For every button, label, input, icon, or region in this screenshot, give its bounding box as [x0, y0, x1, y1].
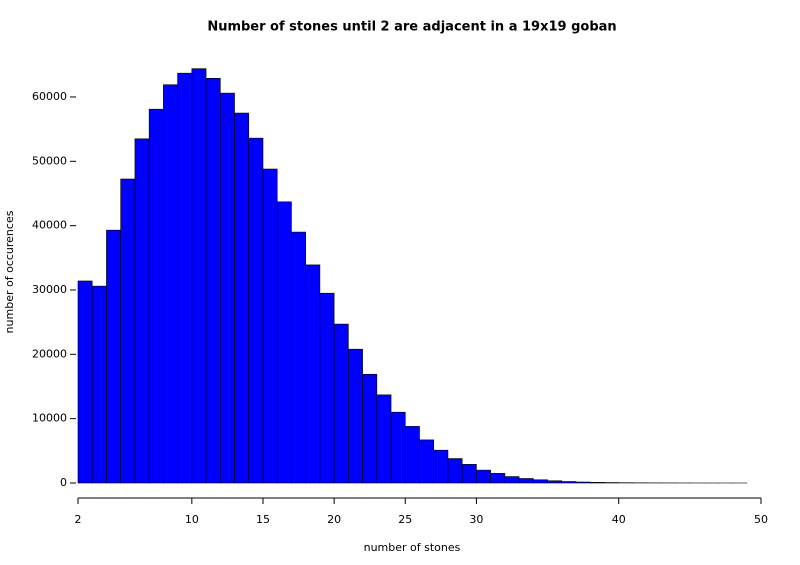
bar [291, 231, 306, 484]
bar [276, 201, 292, 484]
bar [163, 84, 178, 484]
bar [404, 426, 420, 484]
bar [319, 292, 335, 484]
bar [177, 72, 193, 484]
x-tick-label: 15 [256, 513, 270, 526]
bar [518, 478, 534, 484]
y-tick-label: 40000 [32, 219, 67, 232]
bar [561, 481, 577, 484]
bar [461, 464, 477, 484]
bar [362, 373, 378, 484]
y-tick-label: 20000 [32, 347, 67, 360]
bar [419, 439, 435, 484]
bar [262, 168, 278, 484]
y-tick-label: 10000 [32, 412, 67, 425]
bar [134, 138, 150, 484]
bar [504, 476, 520, 484]
bar [305, 264, 321, 484]
y-axis-label: number of occurences [3, 210, 16, 333]
x-tick-label: 20 [327, 513, 341, 526]
bar [77, 280, 93, 484]
bar [589, 482, 605, 484]
bar [390, 411, 406, 484]
bar [91, 285, 107, 484]
y-tick-label: 0 [60, 476, 67, 489]
bar [376, 394, 392, 484]
bar [191, 68, 207, 484]
bar [490, 473, 506, 484]
bar [348, 348, 363, 484]
bar [433, 449, 449, 484]
bar [533, 479, 548, 484]
bar [333, 323, 349, 484]
bar [148, 108, 164, 484]
bar [205, 78, 221, 484]
chart-title: Number of stones until 2 are adjacent in… [207, 20, 616, 35]
bar [248, 137, 264, 484]
x-tick-label: 40 [612, 513, 626, 526]
x-tick-label: 50 [754, 513, 768, 526]
bar [234, 112, 250, 484]
bar [120, 178, 136, 484]
bar [447, 458, 463, 484]
x-tick-label: 2 [75, 513, 82, 526]
bar [219, 92, 235, 484]
y-tick-label: 30000 [32, 283, 67, 296]
x-tick-label: 25 [398, 513, 412, 526]
bar [106, 229, 121, 484]
x-tick-label: 30 [469, 513, 483, 526]
x-tick-label: 10 [185, 513, 199, 526]
bar [476, 469, 491, 484]
bar [575, 481, 591, 484]
bar [547, 480, 563, 484]
y-tick-label: 60000 [32, 90, 67, 103]
y-tick-label: 50000 [32, 154, 67, 167]
x-axis-label: number of stones [364, 541, 461, 554]
